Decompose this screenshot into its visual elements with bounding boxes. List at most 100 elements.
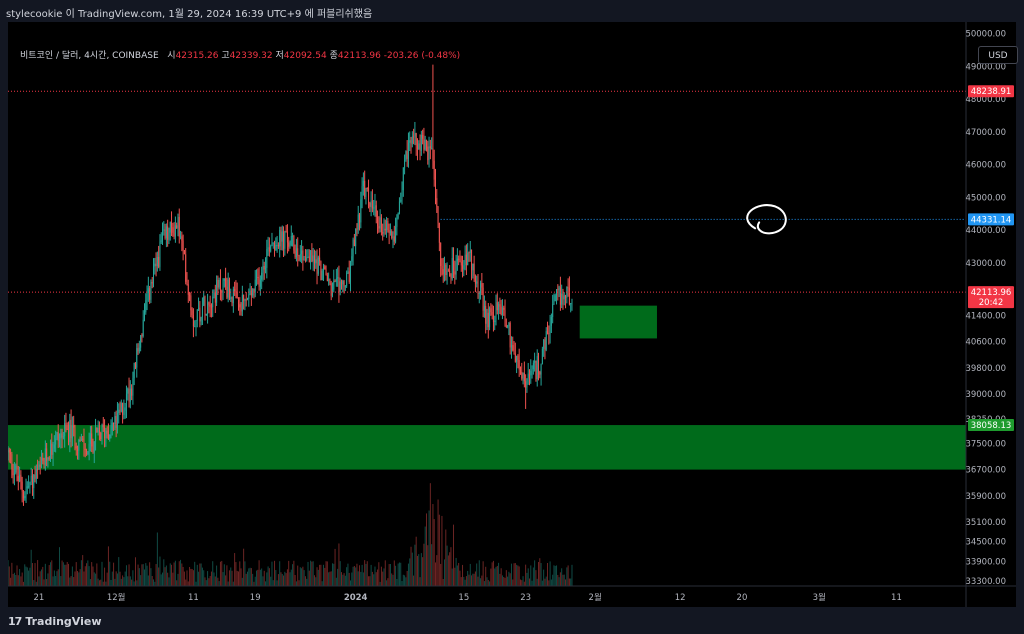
- volume-bar: [52, 576, 54, 586]
- volume-bar: [383, 568, 385, 586]
- volume-bar: [374, 566, 376, 586]
- volume-bar: [164, 567, 166, 586]
- candle-body: [517, 355, 519, 361]
- volume-bar: [501, 575, 503, 586]
- candle-body: [499, 304, 501, 307]
- candle-body: [111, 422, 113, 431]
- volume-bar: [129, 576, 131, 586]
- candle-body: [256, 277, 258, 280]
- candle-body: [355, 228, 357, 247]
- volume-bar: [531, 580, 533, 586]
- volume-bar: [116, 573, 118, 586]
- volume-bar: [77, 571, 79, 586]
- price-chart[interactable]: 33300.00 33900.00 34500.00 35100.00 35900.00…: [8, 22, 1016, 607]
- candle-body: [268, 247, 270, 252]
- volume-bar: [536, 578, 538, 586]
- price-tick-label: 46000.00: [965, 161, 1006, 171]
- volume-bar: [236, 570, 238, 586]
- volume-bar: [306, 578, 308, 586]
- volume-bar: [104, 567, 106, 586]
- volume-bar: [334, 548, 336, 586]
- volume-bar: [57, 569, 59, 586]
- volume-bar: [59, 547, 61, 586]
- volume-bar: [433, 519, 435, 586]
- candle-body: [459, 259, 461, 262]
- candle-body: [128, 388, 130, 402]
- candle-body: [46, 448, 48, 461]
- volume-bar: [487, 579, 489, 586]
- currency-button[interactable]: USD: [978, 46, 1018, 64]
- candle-body: [240, 307, 242, 312]
- time-tick-label: 11: [891, 593, 902, 603]
- volume-bar: [35, 581, 37, 586]
- volume-bar: [556, 565, 558, 586]
- volume-bar: [299, 567, 301, 586]
- time-tick-label: 12: [675, 593, 686, 603]
- volume-bar: [182, 566, 184, 586]
- tradingview-branding[interactable]: 17 TradingView: [8, 615, 102, 628]
- candle-body: [205, 313, 207, 316]
- candle-body: [369, 202, 371, 207]
- candle-body: [147, 288, 149, 294]
- candle-body: [228, 279, 230, 299]
- candle-body: [504, 309, 506, 326]
- volume-bar: [68, 563, 70, 586]
- candle-body: [223, 278, 225, 281]
- open-value: 42315.26: [175, 51, 219, 61]
- volume-bar: [111, 571, 113, 586]
- candle-body: [244, 299, 246, 301]
- candle-body: [377, 216, 379, 227]
- candle-body: [257, 277, 259, 279]
- volume-bar: [525, 564, 527, 586]
- candle-body: [110, 430, 112, 435]
- candle-body: [528, 373, 530, 376]
- candle-body: [15, 465, 17, 473]
- candle-body: [208, 302, 210, 305]
- volume-bar: [357, 571, 359, 586]
- candle-body: [183, 250, 185, 255]
- volume-bar: [42, 566, 44, 586]
- candle-body: [101, 424, 103, 440]
- candle-body: [284, 231, 286, 249]
- candle-body: [120, 402, 122, 412]
- volume-bar: [322, 564, 324, 586]
- price-tick-label: 47000.00: [965, 128, 1006, 138]
- volume-bar: [98, 580, 100, 586]
- price-marker-box-1: [968, 213, 1014, 226]
- volume-bar: [221, 560, 223, 586]
- volume-bar: [183, 571, 185, 586]
- volume-bar: [226, 565, 228, 586]
- candle-body: [165, 226, 167, 239]
- candle-body: [176, 225, 178, 228]
- volume-bar: [93, 572, 95, 586]
- volume-bar: [262, 576, 264, 586]
- volume-bar: [136, 580, 138, 586]
- candle-body: [118, 409, 120, 414]
- candle-body: [295, 248, 297, 258]
- volume-bar: [543, 569, 545, 586]
- candle-body: [557, 289, 559, 291]
- candle-body: [565, 295, 567, 298]
- volume-bar: [423, 543, 425, 586]
- candle-body: [115, 416, 117, 428]
- volume-bar: [491, 562, 493, 586]
- volume-bar: [550, 579, 552, 586]
- candle-body: [189, 294, 191, 296]
- chart-pane[interactable]: 33300.00 33900.00 34500.00 35100.00 35900.00…: [8, 22, 1018, 607]
- price-tick-label: 43000.00: [965, 259, 1006, 269]
- candle-body: [472, 263, 474, 271]
- volume-bar: [325, 561, 327, 586]
- volume-bar: [272, 580, 274, 586]
- time-tick-label: 20: [737, 593, 748, 603]
- candle-body: [469, 249, 471, 253]
- volume-bar: [406, 570, 408, 586]
- volume-bar: [43, 579, 45, 586]
- volume-bar: [60, 576, 62, 586]
- price-tick-label: 37500.00: [965, 439, 1006, 449]
- volume-bar: [429, 483, 431, 586]
- volume-bar: [69, 577, 71, 586]
- candle-body: [338, 277, 340, 292]
- candle-body: [69, 419, 71, 442]
- candle-body: [340, 281, 342, 285]
- volume-bar: [97, 578, 99, 586]
